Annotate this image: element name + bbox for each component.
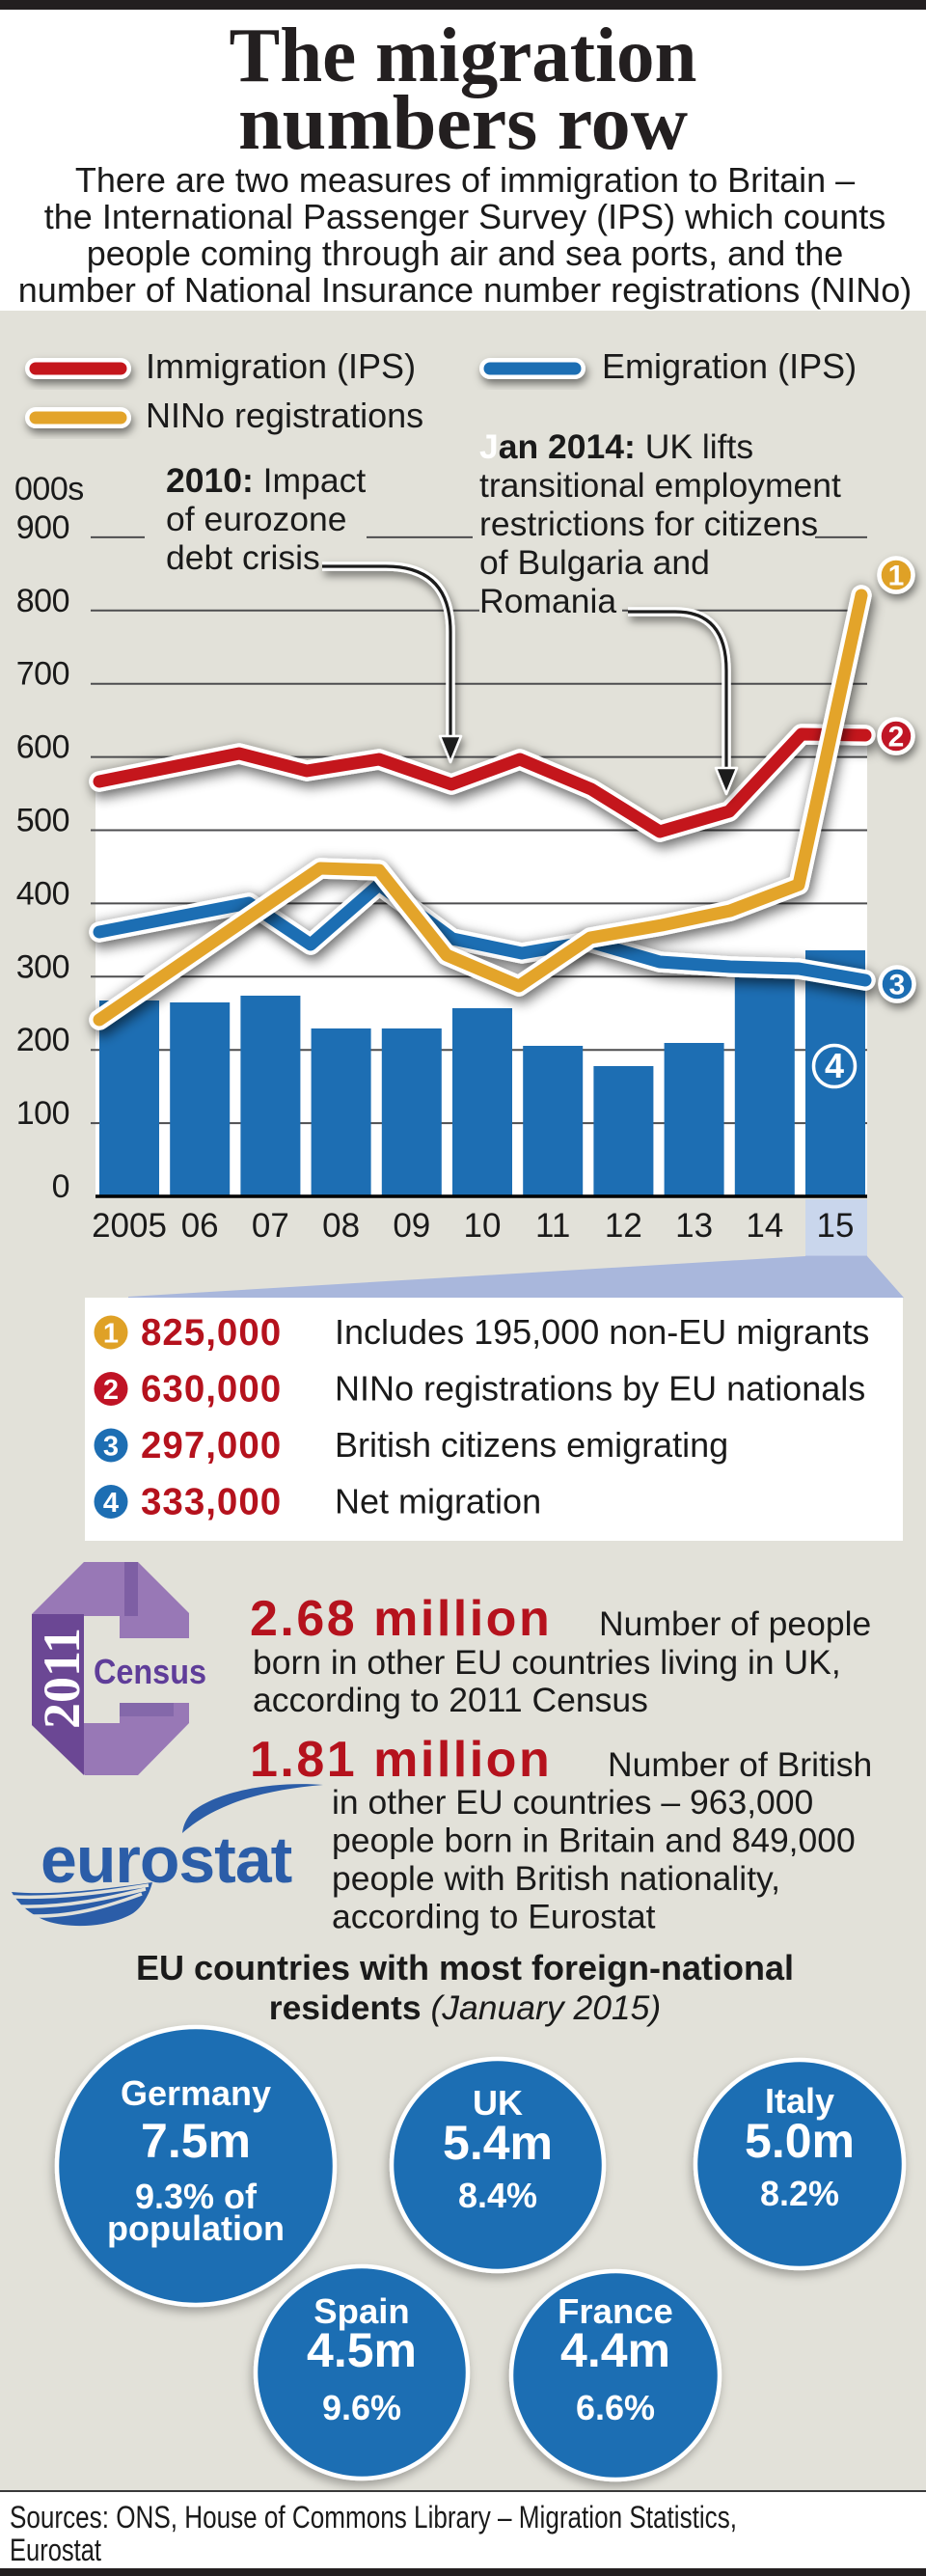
svg-text:of Bulgaria and: of Bulgaria and <box>479 543 710 582</box>
svg-text:12: 12 <box>605 1207 642 1245</box>
svg-text:Romania: Romania <box>479 582 616 620</box>
svg-text:9.3% of: 9.3% of <box>135 2177 258 2216</box>
svg-text:500: 500 <box>16 803 69 839</box>
svg-text:15: 15 <box>817 1207 855 1245</box>
svg-text:transitional employment: transitional employment <box>479 466 841 505</box>
svg-text:5.0m: 5.0m <box>745 2114 855 2168</box>
svg-text:residents (January 2015): residents (January 2015) <box>269 1988 662 2027</box>
svg-text:Jan 2014: UK lifts: Jan 2014: UK lifts <box>479 427 753 466</box>
svg-text:2005: 2005 <box>92 1207 167 1245</box>
svg-text:14: 14 <box>746 1207 783 1245</box>
svg-text:people with British nationalit: people with British nationality, <box>332 1859 780 1898</box>
svg-text:Sources: ONS, House of Commons: Sources: ONS, House of Commons Library –… <box>10 2500 737 2535</box>
svg-text:There are two measures of immi: There are two measures of immigration to… <box>75 160 855 200</box>
svg-text:restrictions for citizens: restrictions for citizens <box>479 505 818 543</box>
svg-text:300: 300 <box>16 948 69 985</box>
svg-text:eurostat: eurostat <box>41 1823 292 1897</box>
svg-text:Number of British: Number of British <box>608 1745 872 1784</box>
svg-text:2: 2 <box>888 722 905 754</box>
svg-text:11: 11 <box>535 1207 570 1245</box>
svg-text:Immigration (IPS): Immigration (IPS) <box>146 346 416 386</box>
svg-text:NINo registrations by EU natio: NINo registrations by EU nationals <box>335 1369 865 1409</box>
svg-text:13: 13 <box>675 1207 713 1245</box>
svg-text:333,000: 333,000 <box>141 1482 282 1523</box>
svg-text:08: 08 <box>322 1207 360 1245</box>
svg-text:numbers row: numbers row <box>238 79 689 166</box>
svg-text:Number of people: Number of people <box>599 1604 871 1643</box>
svg-text:the International Passenger Su: the International Passenger Survey (IPS)… <box>44 197 885 236</box>
svg-text:6.6%: 6.6% <box>576 2388 655 2427</box>
svg-text:in other EU countries – 963,00: in other EU countries – 963,000 <box>332 1783 813 1822</box>
svg-text:of eurozone: of eurozone <box>166 500 347 538</box>
svg-text:Germany: Germany <box>121 2073 271 2113</box>
svg-text:800: 800 <box>16 583 69 619</box>
svg-text:200: 200 <box>16 1022 69 1058</box>
svg-text:4.4m: 4.4m <box>560 2323 670 2377</box>
svg-text:Eurostat: Eurostat <box>10 2533 101 2567</box>
svg-text:9.6%: 9.6% <box>322 2388 401 2427</box>
svg-text:400: 400 <box>16 875 69 912</box>
svg-text:3: 3 <box>889 970 906 1001</box>
svg-text:Includes 195,000 non-EU migran: Includes 195,000 non-EU migrants <box>335 1312 869 1352</box>
svg-text:Emigration (IPS): Emigration (IPS) <box>602 346 857 386</box>
svg-text:600: 600 <box>16 729 69 766</box>
svg-text:UK: UK <box>473 2083 523 2123</box>
svg-text:according to 2011 Census: according to 2011 Census <box>253 1681 648 1719</box>
svg-text:09: 09 <box>393 1207 430 1245</box>
svg-text:10: 10 <box>464 1207 502 1245</box>
svg-text:3: 3 <box>103 1432 119 1463</box>
svg-text:4: 4 <box>103 1488 119 1519</box>
svg-text:825,000: 825,000 <box>141 1312 282 1354</box>
svg-text:British citizens emigrating: British citizens emigrating <box>335 1425 728 1465</box>
svg-text:630,000: 630,000 <box>141 1369 282 1411</box>
svg-text:NINo registrations: NINo registrations <box>146 396 423 435</box>
svg-text:people coming through air and: people coming through air and sea ports,… <box>87 233 844 273</box>
svg-text:06: 06 <box>181 1207 219 1245</box>
svg-text:2: 2 <box>103 1375 119 1406</box>
svg-text:8.4%: 8.4% <box>458 2176 537 2215</box>
svg-text:2011: 2011 <box>33 1628 91 1729</box>
svg-text:Italy: Italy <box>765 2081 834 2121</box>
svg-text:4.5m: 4.5m <box>307 2323 417 2377</box>
svg-text:2010: Impact: 2010: Impact <box>166 461 366 500</box>
svg-text:Spain: Spain <box>313 2291 409 2331</box>
svg-text:07: 07 <box>252 1207 289 1245</box>
svg-text:0: 0 <box>52 1168 69 1205</box>
svg-text:7.5m: 7.5m <box>141 2114 251 2168</box>
svg-text:100: 100 <box>16 1095 69 1132</box>
svg-text:5.4m: 5.4m <box>443 2116 553 2170</box>
svg-text:debt crisis: debt crisis <box>166 538 320 577</box>
svg-text:population: population <box>107 2208 285 2248</box>
svg-text:number of National Insurance n: number of National Insurance number regi… <box>18 270 912 310</box>
svg-text:Net migration: Net migration <box>335 1482 541 1521</box>
svg-text:Census: Census <box>94 1652 206 1691</box>
svg-text:2.68 million: 2.68 million <box>250 1591 552 1647</box>
svg-text:The migration: The migration <box>230 12 697 98</box>
svg-text:1: 1 <box>103 1319 119 1350</box>
svg-text:4: 4 <box>825 1046 844 1085</box>
svg-text:1: 1 <box>888 561 905 592</box>
svg-text:people born in Britain and 849: people born in Britain and 849,000 <box>332 1822 856 1860</box>
svg-text:born in other EU countries liv: born in other EU countries living in UK, <box>253 1643 841 1682</box>
svg-text:297,000: 297,000 <box>141 1425 282 1466</box>
svg-text:8.2%: 8.2% <box>760 2174 839 2213</box>
svg-text:France: France <box>558 2291 673 2331</box>
svg-text:900: 900 <box>16 509 69 546</box>
svg-text:according to Eurostat: according to Eurostat <box>332 1898 656 1936</box>
svg-text:1.81 million: 1.81 million <box>250 1732 552 1788</box>
svg-text:700: 700 <box>16 656 69 693</box>
svg-text:EU countries with most foreign: EU countries with most foreign-national <box>136 1948 794 1987</box>
svg-text:000s: 000s <box>14 471 84 507</box>
